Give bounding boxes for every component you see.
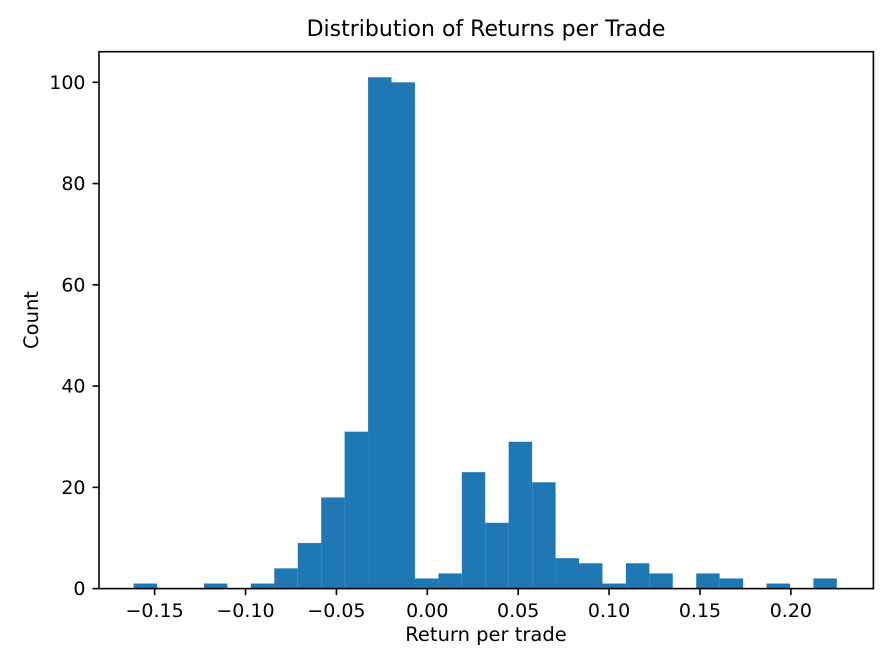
y-tick-label: 100 [49,72,85,94]
y-tick-label: 60 [61,274,85,296]
y-tick-label: 80 [61,173,85,195]
chart-title: Distribution of Returns per Trade [307,17,666,42]
histogram-bar [602,583,626,589]
histogram-bar [625,563,650,589]
histogram-bar [391,82,415,589]
histogram-bar [321,497,345,589]
x-tick-label: −0.15 [126,600,184,622]
x-tick-label: 0.20 [770,600,812,622]
plot-border [98,50,875,590]
x-tick-label: −0.05 [307,600,365,622]
histogram-bar [766,583,790,589]
y-tick-label: 0 [73,578,85,600]
histogram-bar [579,563,603,589]
histogram-bar [461,472,486,589]
histogram-bar [297,543,322,589]
histogram-bar [485,522,509,589]
bars-group [133,77,837,589]
histogram-bar [649,573,673,589]
axes-group [92,50,875,596]
x-tick-label: 0.05 [497,600,539,622]
histogram-bar [368,77,392,589]
histogram-bar [203,583,228,589]
histogram-bar [414,578,439,589]
histogram-bar [274,568,298,589]
x-axis-label: Return per trade [405,623,566,646]
y-axis-label: Count [20,291,43,349]
histogram-bar [508,441,533,589]
histogram-bar [555,558,580,589]
y-tick-label: 20 [61,477,85,499]
x-tick-label: 0.10 [588,600,630,622]
x-tick-label: 0.15 [679,600,721,622]
x-tick-label: −0.10 [216,600,274,622]
histogram-bar [438,573,462,589]
y-tick-label: 40 [61,376,85,398]
histogram-bar [719,578,744,589]
histogram-bar [532,482,556,589]
histogram-bar [344,431,369,589]
histogram-bar [696,573,720,589]
histogram-bar [133,583,158,589]
histogram-bar [250,583,275,589]
tick-labels-group: −0.15 −0.10 −0.05 0.00 0.05 0.10 0.15 0.20 0 20 40… [49,72,812,622]
histogram-bar [813,578,837,589]
x-tick-label: 0.00 [406,600,448,622]
